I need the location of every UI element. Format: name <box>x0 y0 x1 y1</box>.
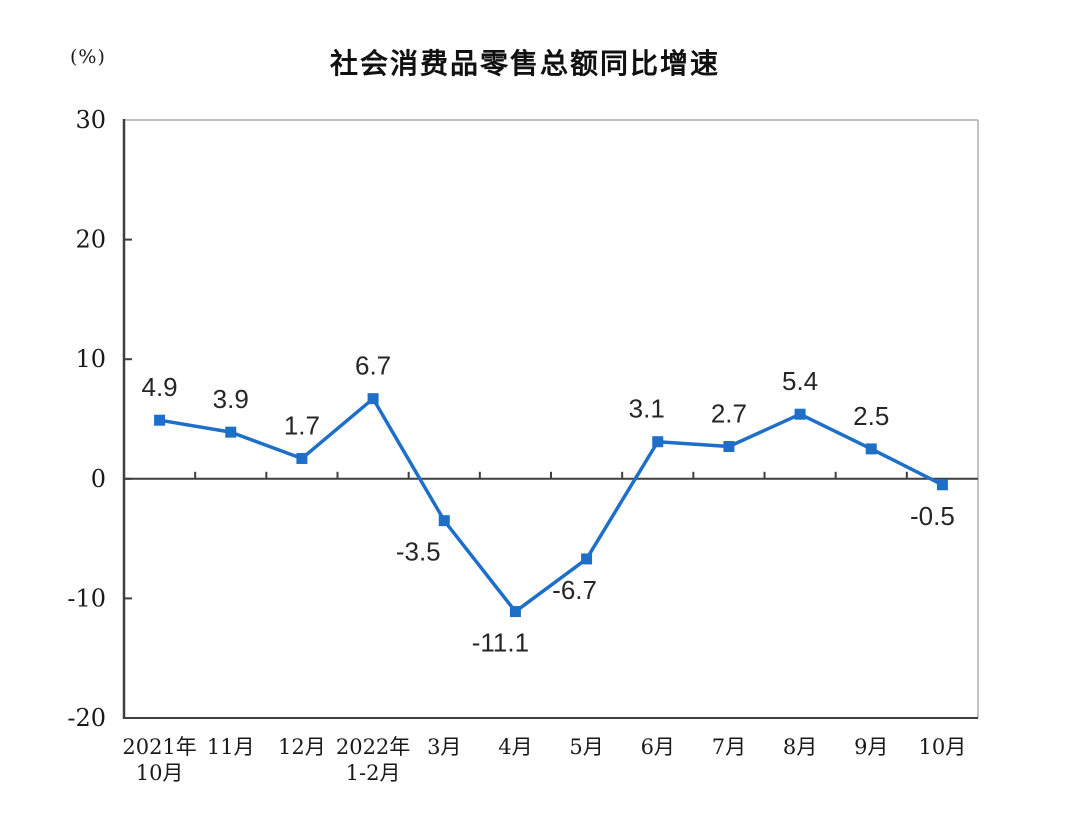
data-point-marker <box>154 414 166 426</box>
data-point-marker <box>438 515 450 527</box>
y-axis-tick-label: 30 <box>75 106 106 134</box>
x-axis-tick-label: 1-2月 <box>346 761 401 785</box>
data-point-marker <box>367 393 379 405</box>
x-axis-tick-label: 7月 <box>712 735 746 759</box>
x-axis-tick-label: 8月 <box>783 735 817 759</box>
data-point-label: 2.5 <box>853 401 889 431</box>
data-point-marker <box>794 408 806 420</box>
data-point-label: -0.5 <box>910 501 955 531</box>
data-point-marker <box>581 553 593 565</box>
y-axis-tick-label: -10 <box>67 584 106 612</box>
x-axis-tick-label: 3月 <box>427 735 461 759</box>
x-axis-tick-label: 2022年 <box>336 735 410 759</box>
data-point-label: 5.4 <box>782 366 818 396</box>
series-line <box>157 396 945 614</box>
x-axis-tick-label: 2021年 <box>122 735 196 759</box>
x-axis-tick-label: 12月 <box>278 735 326 759</box>
data-point-label: 3.1 <box>629 394 665 424</box>
data-point-label: 2.7 <box>711 399 747 429</box>
x-axis-tick-label: 10月 <box>136 761 184 785</box>
data-point-label: 1.7 <box>284 410 320 440</box>
x-axis-tick-label: 11月 <box>207 735 255 759</box>
x-axis-tick-label: 4月 <box>498 735 532 759</box>
data-point-label: 4.9 <box>142 372 178 402</box>
y-axis-tick-label: 0 <box>91 465 106 493</box>
data-point-label: -6.7 <box>552 575 597 605</box>
chart-title: 社会消费品零售总额同比增速 <box>329 48 720 79</box>
data-point-marker <box>723 441 735 453</box>
x-axis-tick-label: 6月 <box>641 735 675 759</box>
y-axis-tick-label: 10 <box>75 345 106 373</box>
data-point-marker <box>652 436 664 448</box>
data-point-marker <box>936 479 948 491</box>
data-point-marker <box>509 606 521 618</box>
y-axis-tick-label: -20 <box>67 704 106 732</box>
data-point-marker <box>296 452 308 464</box>
x-axis-tick-label: 9月 <box>854 735 888 759</box>
data-point-marker <box>865 443 877 455</box>
y-axis-tick-label: 20 <box>75 226 106 254</box>
data-point-label: -11.1 <box>472 628 529 658</box>
x-axis-tick-label: 10月 <box>919 735 967 759</box>
x-axis-tick-label: 5月 <box>569 735 603 759</box>
data-point-label: 3.9 <box>213 384 249 414</box>
y-axis-unit-label: (%) <box>70 46 106 68</box>
data-point-marker <box>225 426 237 438</box>
data-point-label: -3.5 <box>396 537 441 567</box>
data-point-label: 6.7 <box>355 351 391 381</box>
